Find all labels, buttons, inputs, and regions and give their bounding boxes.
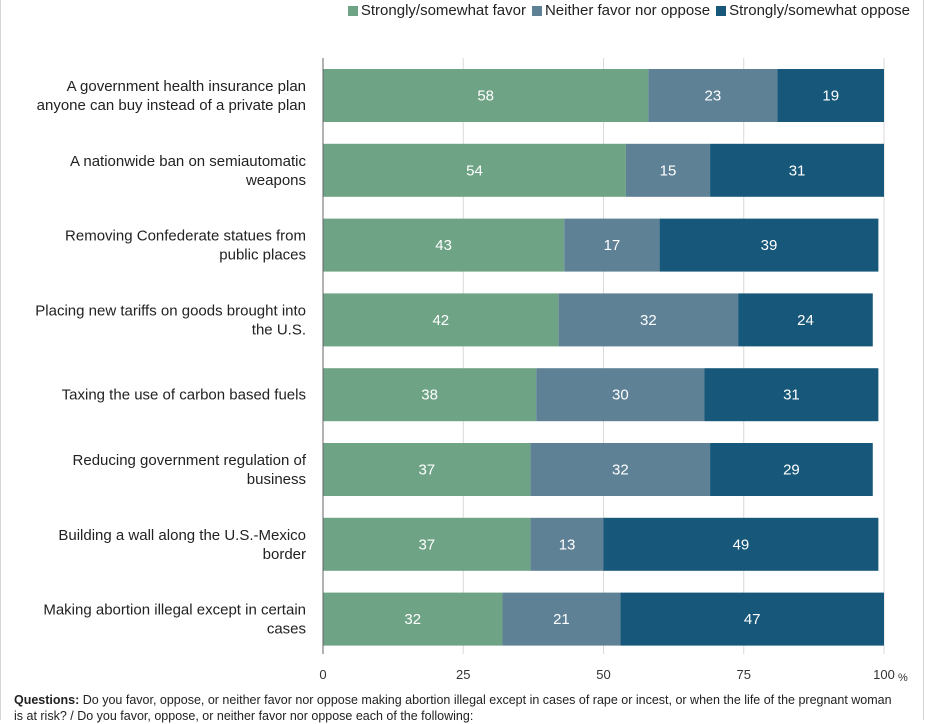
bar-favor-2 (323, 218, 565, 272)
bar-favor-3 (323, 293, 559, 347)
category-label-6-line-1: border (263, 546, 306, 563)
category-label-0-line-1: anyone can buy instead of a private plan (37, 97, 306, 114)
bar-neither-7 (502, 592, 621, 646)
bar-value-favor-6: 37 (418, 536, 435, 553)
bar-value-favor-2: 43 (435, 237, 452, 254)
stacked-bar-chart: 58 23 19 A government health insurance plan… (35, 58, 908, 684)
footnote: Questions: Do you favor, oppose, or neit… (14, 692, 894, 724)
bar-value-favor-3: 42 (432, 312, 449, 329)
category-label-6-line-0: Building a wall along the U.S.-Mexico (58, 527, 306, 544)
legend-item-neither: Neither favor nor oppose (531, 2, 711, 19)
bar-value-neither-1: 15 (660, 162, 677, 179)
bar-oppose-7 (620, 592, 884, 646)
bar-neither-4 (536, 368, 705, 422)
legend-label-neither: Neither favor nor oppose (544, 2, 711, 19)
bar-neither-5 (530, 443, 711, 496)
bar-value-favor-4: 38 (421, 387, 438, 404)
bar-value-favor-5: 37 (418, 462, 435, 479)
legend-swatch-favor (347, 5, 358, 16)
category-label-1-line-1: weapons (245, 172, 306, 189)
category-label-5-line-1: business (247, 471, 306, 488)
bar-oppose-0 (777, 69, 884, 122)
bar-value-favor-0: 58 (477, 88, 494, 105)
bar-value-neither-6: 13 (559, 536, 576, 553)
bar-neither-1 (625, 143, 711, 197)
bar-favor-7 (323, 592, 503, 646)
category-label-0-line-0: A government health insurance plan (67, 78, 306, 95)
bar-neither-3 (558, 293, 739, 347)
legend-label-oppose: Strongly/somewhat oppose (729, 2, 910, 19)
bar-value-oppose-7: 47 (744, 611, 761, 628)
bar-value-oppose-6: 49 (733, 536, 750, 553)
bar-value-oppose-0: 19 (822, 88, 839, 105)
bar-neither-6 (530, 517, 604, 571)
legend-item-favor: Strongly/somewhat favor (347, 2, 526, 19)
bar-value-oppose-3: 24 (797, 312, 814, 329)
x-tick-label-75: 75 (737, 667, 751, 682)
bar-favor-4 (323, 368, 537, 422)
bar-oppose-2 (659, 218, 879, 272)
x-axis-unit: % (898, 672, 908, 684)
legend-swatch-oppose (716, 5, 727, 16)
category-label-2-line-1: public places (219, 247, 306, 264)
legend: Strongly/somewhat favor Neither favor no… (342, 2, 910, 19)
bar-oppose-4 (704, 368, 879, 422)
x-tick-label-100: 100 (873, 667, 895, 682)
category-label-5-line-0: Reducing government regulation of (73, 452, 307, 469)
category-label-7-line-1: cases (267, 621, 306, 638)
legend-label-favor: Strongly/somewhat favor (360, 2, 526, 19)
bar-value-neither-4: 30 (612, 387, 629, 404)
bar-oppose-3 (738, 293, 873, 347)
category-label-2-line-0: Removing Confederate statues from (65, 228, 306, 245)
bar-value-neither-5: 32 (612, 462, 629, 479)
bar-value-oppose-1: 31 (789, 162, 806, 179)
bar-oppose-5 (710, 443, 873, 496)
bar-value-favor-1: 54 (466, 162, 483, 179)
category-label-7-line-0: Making abortion illegal except in certai… (43, 602, 306, 619)
bar-favor-0 (323, 69, 649, 122)
bar-favor-1 (323, 143, 626, 197)
bar-value-oppose-2: 39 (761, 237, 778, 254)
bar-neither-0 (648, 69, 778, 122)
x-tick-label-25: 25 (456, 667, 470, 682)
category-label-3-line-0: Placing new tariffs on goods brought int… (35, 302, 306, 319)
bar-favor-5 (323, 443, 531, 496)
category-label-1-line-0: A nationwide ban on semiautomatic (70, 153, 306, 170)
bar-value-favor-7: 32 (404, 611, 421, 628)
bar-value-oppose-5: 29 (783, 462, 800, 479)
bar-neither-2 (564, 218, 660, 272)
x-tick-label-50: 50 (596, 667, 610, 682)
category-label-4-line-0: Taxing the use of carbon based fuels (62, 387, 306, 404)
footnote-label: Questions: (14, 693, 80, 707)
bar-oppose-1 (710, 143, 884, 197)
bar-value-neither-0: 23 (705, 88, 722, 105)
footnote-text: Do you favor, oppose, or neither favor n… (14, 693, 892, 723)
bar-value-neither-7: 21 (553, 611, 570, 628)
legend-item-oppose: Strongly/somewhat oppose (716, 2, 910, 19)
category-label-3-line-1: the U.S. (252, 321, 306, 338)
bar-oppose-6 (603, 517, 879, 571)
legend-swatch-neither (531, 5, 542, 16)
x-tick-label-0: 0 (319, 667, 326, 682)
bar-value-neither-2: 17 (604, 237, 621, 254)
bar-value-oppose-4: 31 (783, 387, 800, 404)
bar-favor-6 (323, 517, 531, 571)
bar-value-neither-3: 32 (640, 312, 657, 329)
